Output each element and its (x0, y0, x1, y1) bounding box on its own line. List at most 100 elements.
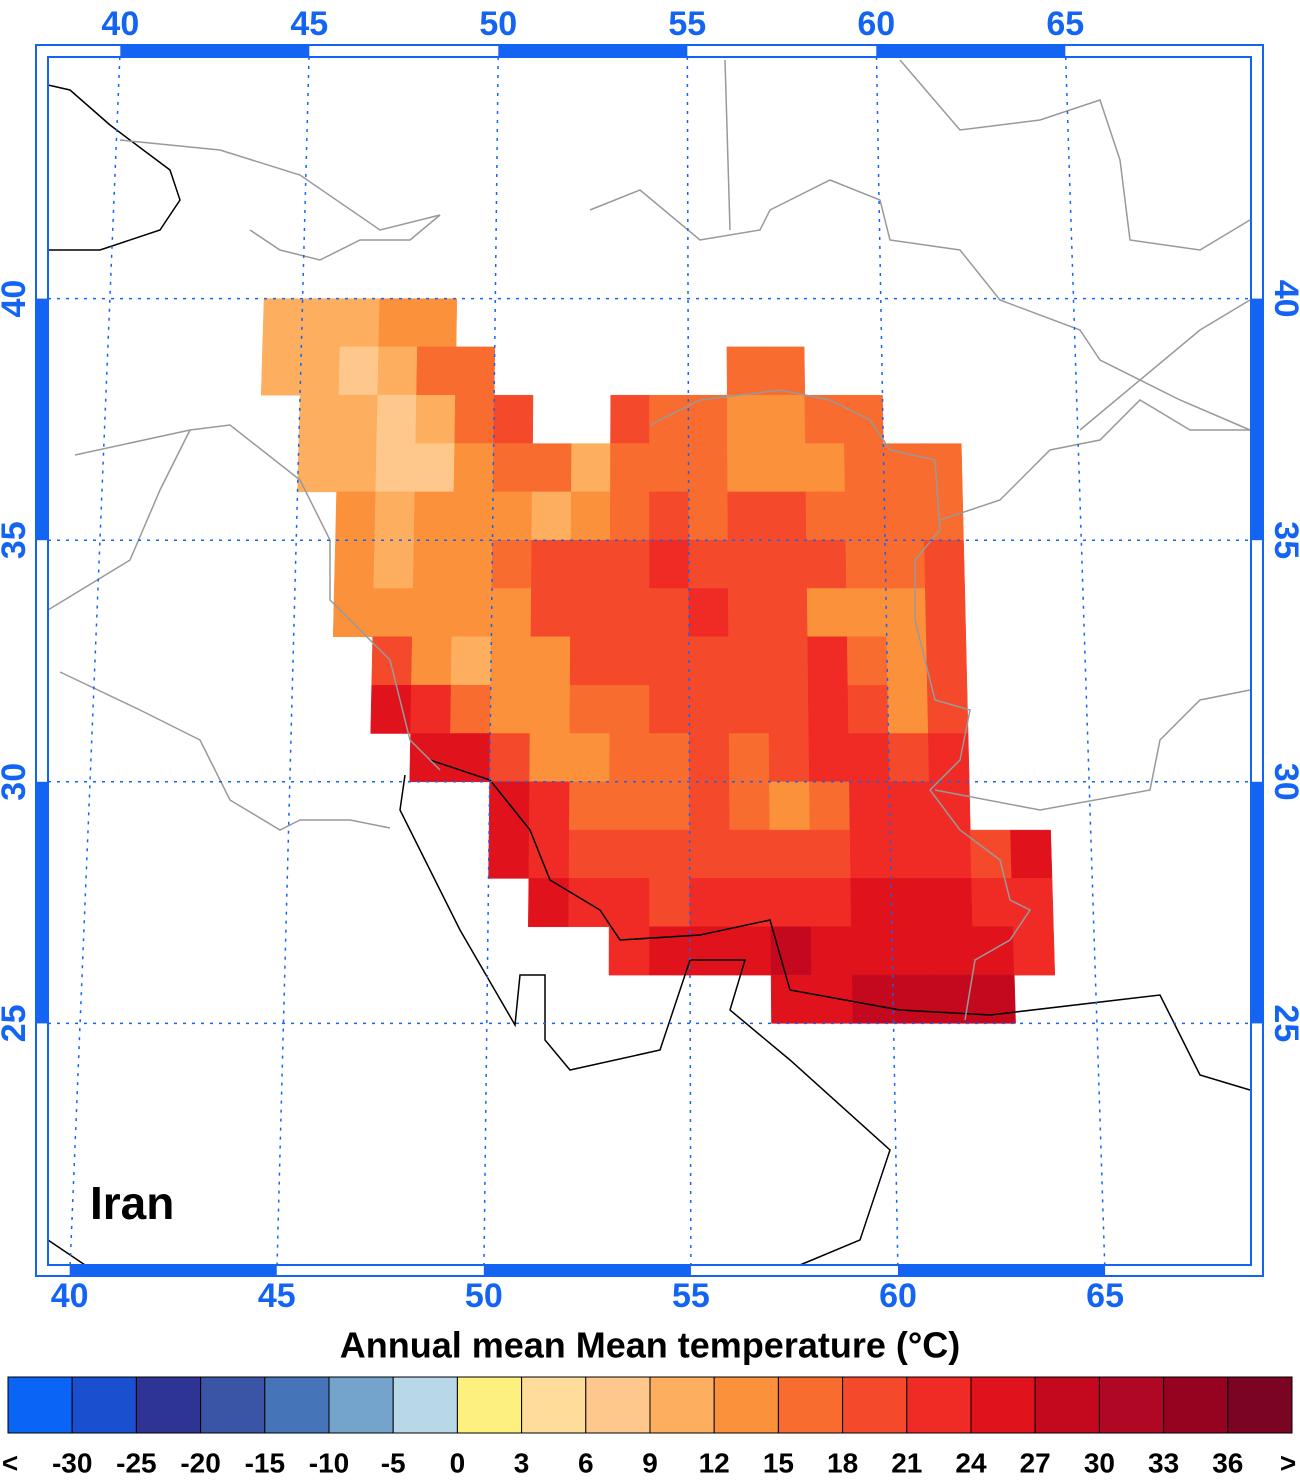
temperature-cell (649, 926, 691, 976)
colorbar-swatch (649, 1376, 715, 1434)
temperature-cell (688, 684, 730, 734)
temperature-cell (688, 636, 730, 686)
temperature-cell (260, 346, 302, 396)
y-tick-label: 30 (1267, 763, 1300, 801)
temperature-cell (728, 636, 769, 686)
temperature-cell (449, 733, 491, 783)
colorbar-label: > (1280, 1447, 1296, 1478)
temperature-cell (843, 394, 884, 444)
temperature-cell (491, 539, 532, 589)
colorbar-label: -15 (245, 1447, 285, 1478)
temperature-cell (844, 443, 885, 493)
temperature-cell (372, 588, 414, 638)
temperature-cell (765, 394, 806, 444)
temperature-cell (649, 684, 690, 734)
colorbar-label: 18 (827, 1447, 858, 1478)
colorbar-label: 3 (514, 1447, 530, 1478)
cell-layer (260, 298, 1056, 1024)
temperature-cell (972, 926, 1015, 976)
colorbar-label: -5 (381, 1447, 406, 1478)
temperature-cell (728, 684, 770, 734)
temperature-cell (609, 684, 650, 734)
coastlines (47, 59, 1251, 1266)
temperature-cell (689, 733, 730, 783)
temperature-cell (888, 733, 930, 783)
temperature-cell (409, 733, 451, 783)
temperature-cell (923, 491, 964, 541)
colorbar-label: 33 (1148, 1447, 1179, 1478)
temperature-cell (689, 878, 731, 928)
temperature-cell (688, 588, 729, 638)
temperature-cell (767, 539, 808, 589)
colorbar-swatch (135, 1376, 202, 1434)
temperature-cell (849, 781, 891, 831)
x-tick-label: 55 (672, 1277, 710, 1315)
temperature-cell (297, 443, 338, 493)
colorbar-swatch (1163, 1376, 1229, 1434)
colorbar-label: 24 (955, 1447, 987, 1478)
temperature-cell (928, 781, 971, 831)
temperature-cell (689, 926, 731, 976)
colorbar-swatch (392, 1376, 458, 1434)
axis-bar (120, 45, 310, 57)
colorbar-label: 27 (1020, 1447, 1051, 1478)
border (724, 59, 731, 231)
border (47, 429, 191, 611)
temperature-cell (609, 733, 650, 783)
temperature-cell (377, 346, 418, 396)
temperature-cell (806, 588, 848, 638)
temperature-cell (892, 974, 935, 1024)
temperature-cell (808, 733, 850, 783)
temperature-cell (453, 443, 494, 493)
temperature-cell (530, 588, 571, 638)
coastline (47, 1239, 86, 1266)
temperature-cell (890, 878, 933, 928)
x-tick-label: 65 (1046, 5, 1084, 43)
temperature-cell (649, 781, 690, 831)
temperature-cell (370, 684, 412, 734)
temperature-cell (726, 394, 767, 444)
colorbar-label: 12 (699, 1447, 730, 1478)
colorbar-swatch (970, 1376, 1036, 1434)
temperature-cell (569, 684, 611, 734)
temperature-cell (569, 636, 611, 686)
temperature-cell (807, 636, 849, 686)
temperature-cell (766, 443, 807, 493)
grid-line (686, 56, 692, 1266)
x-tick-label: 45 (290, 5, 328, 43)
axis-bar (36, 781, 48, 1024)
colorbar-swatch (7, 1376, 73, 1434)
axis-bar (36, 298, 48, 541)
colorbar-swatch (1227, 1376, 1293, 1434)
temperature-cell (301, 298, 342, 348)
axes: 40 40 45 45 50 50 55 55 60 60 65 65 25 25 30 30 35 35 40 40 (0, 5, 1300, 1315)
temperature-cell (610, 443, 650, 493)
temperature-cell (688, 491, 729, 541)
temperature-cell (371, 636, 413, 686)
graticule (48, 56, 1251, 1266)
temperature-cell (767, 588, 808, 638)
axis-bar (1251, 781, 1263, 1024)
temperature-cell (649, 878, 691, 928)
temperature-cell (767, 636, 809, 686)
colorbar-swatch (906, 1376, 972, 1434)
temperature-cell (571, 443, 611, 493)
temperature-cell (531, 443, 572, 493)
temperature-cell (568, 829, 610, 879)
temperature-cell (848, 733, 890, 783)
coastline (429, 759, 1251, 1091)
y-tick-label: 25 (0, 1004, 33, 1042)
colorbar-label: 0 (450, 1447, 466, 1478)
x-tick-label: 55 (668, 5, 706, 43)
temperature-cell (492, 443, 533, 493)
colorbar-label: < (2, 1447, 18, 1478)
coastline (399, 774, 891, 1266)
temperature-cell (769, 878, 812, 928)
temperature-cell (884, 539, 926, 589)
temperature-cell (851, 974, 894, 1024)
temperature-cell (492, 491, 533, 541)
temperature-cell (806, 539, 847, 589)
temperature-cell (649, 394, 689, 444)
temperature-cell (891, 926, 934, 976)
